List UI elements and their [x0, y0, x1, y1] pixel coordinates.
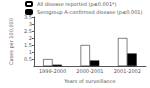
svg-text:Cases per 100,000: Cases per 100,000	[8, 18, 15, 65]
svg-text:Years of surveillance: Years of surveillance	[63, 78, 115, 84]
svg-text:1.5: 1.5	[24, 42, 32, 48]
svg-text:0.5: 0.5	[24, 56, 32, 62]
svg-text:3.5: 3.5	[23, 14, 32, 20]
svg-text:All disease reported (p≤0.001*: All disease reported (p≤0.001*)	[37, 1, 117, 8]
svg-text:1999-2000: 1999-2000	[39, 68, 66, 74]
svg-text:1: 1	[29, 49, 32, 55]
svg-text:2000-2001: 2000-2001	[76, 68, 103, 74]
svg-text:3: 3	[29, 21, 32, 27]
svg-text:2.5: 2.5	[24, 28, 32, 34]
svg-text:2001-2002: 2001-2002	[114, 68, 141, 74]
svg-text:2: 2	[29, 35, 32, 41]
svg-text:Serogroup A-confirmed disease: Serogroup A-confirmed disease (p≤0.001)	[37, 9, 142, 16]
